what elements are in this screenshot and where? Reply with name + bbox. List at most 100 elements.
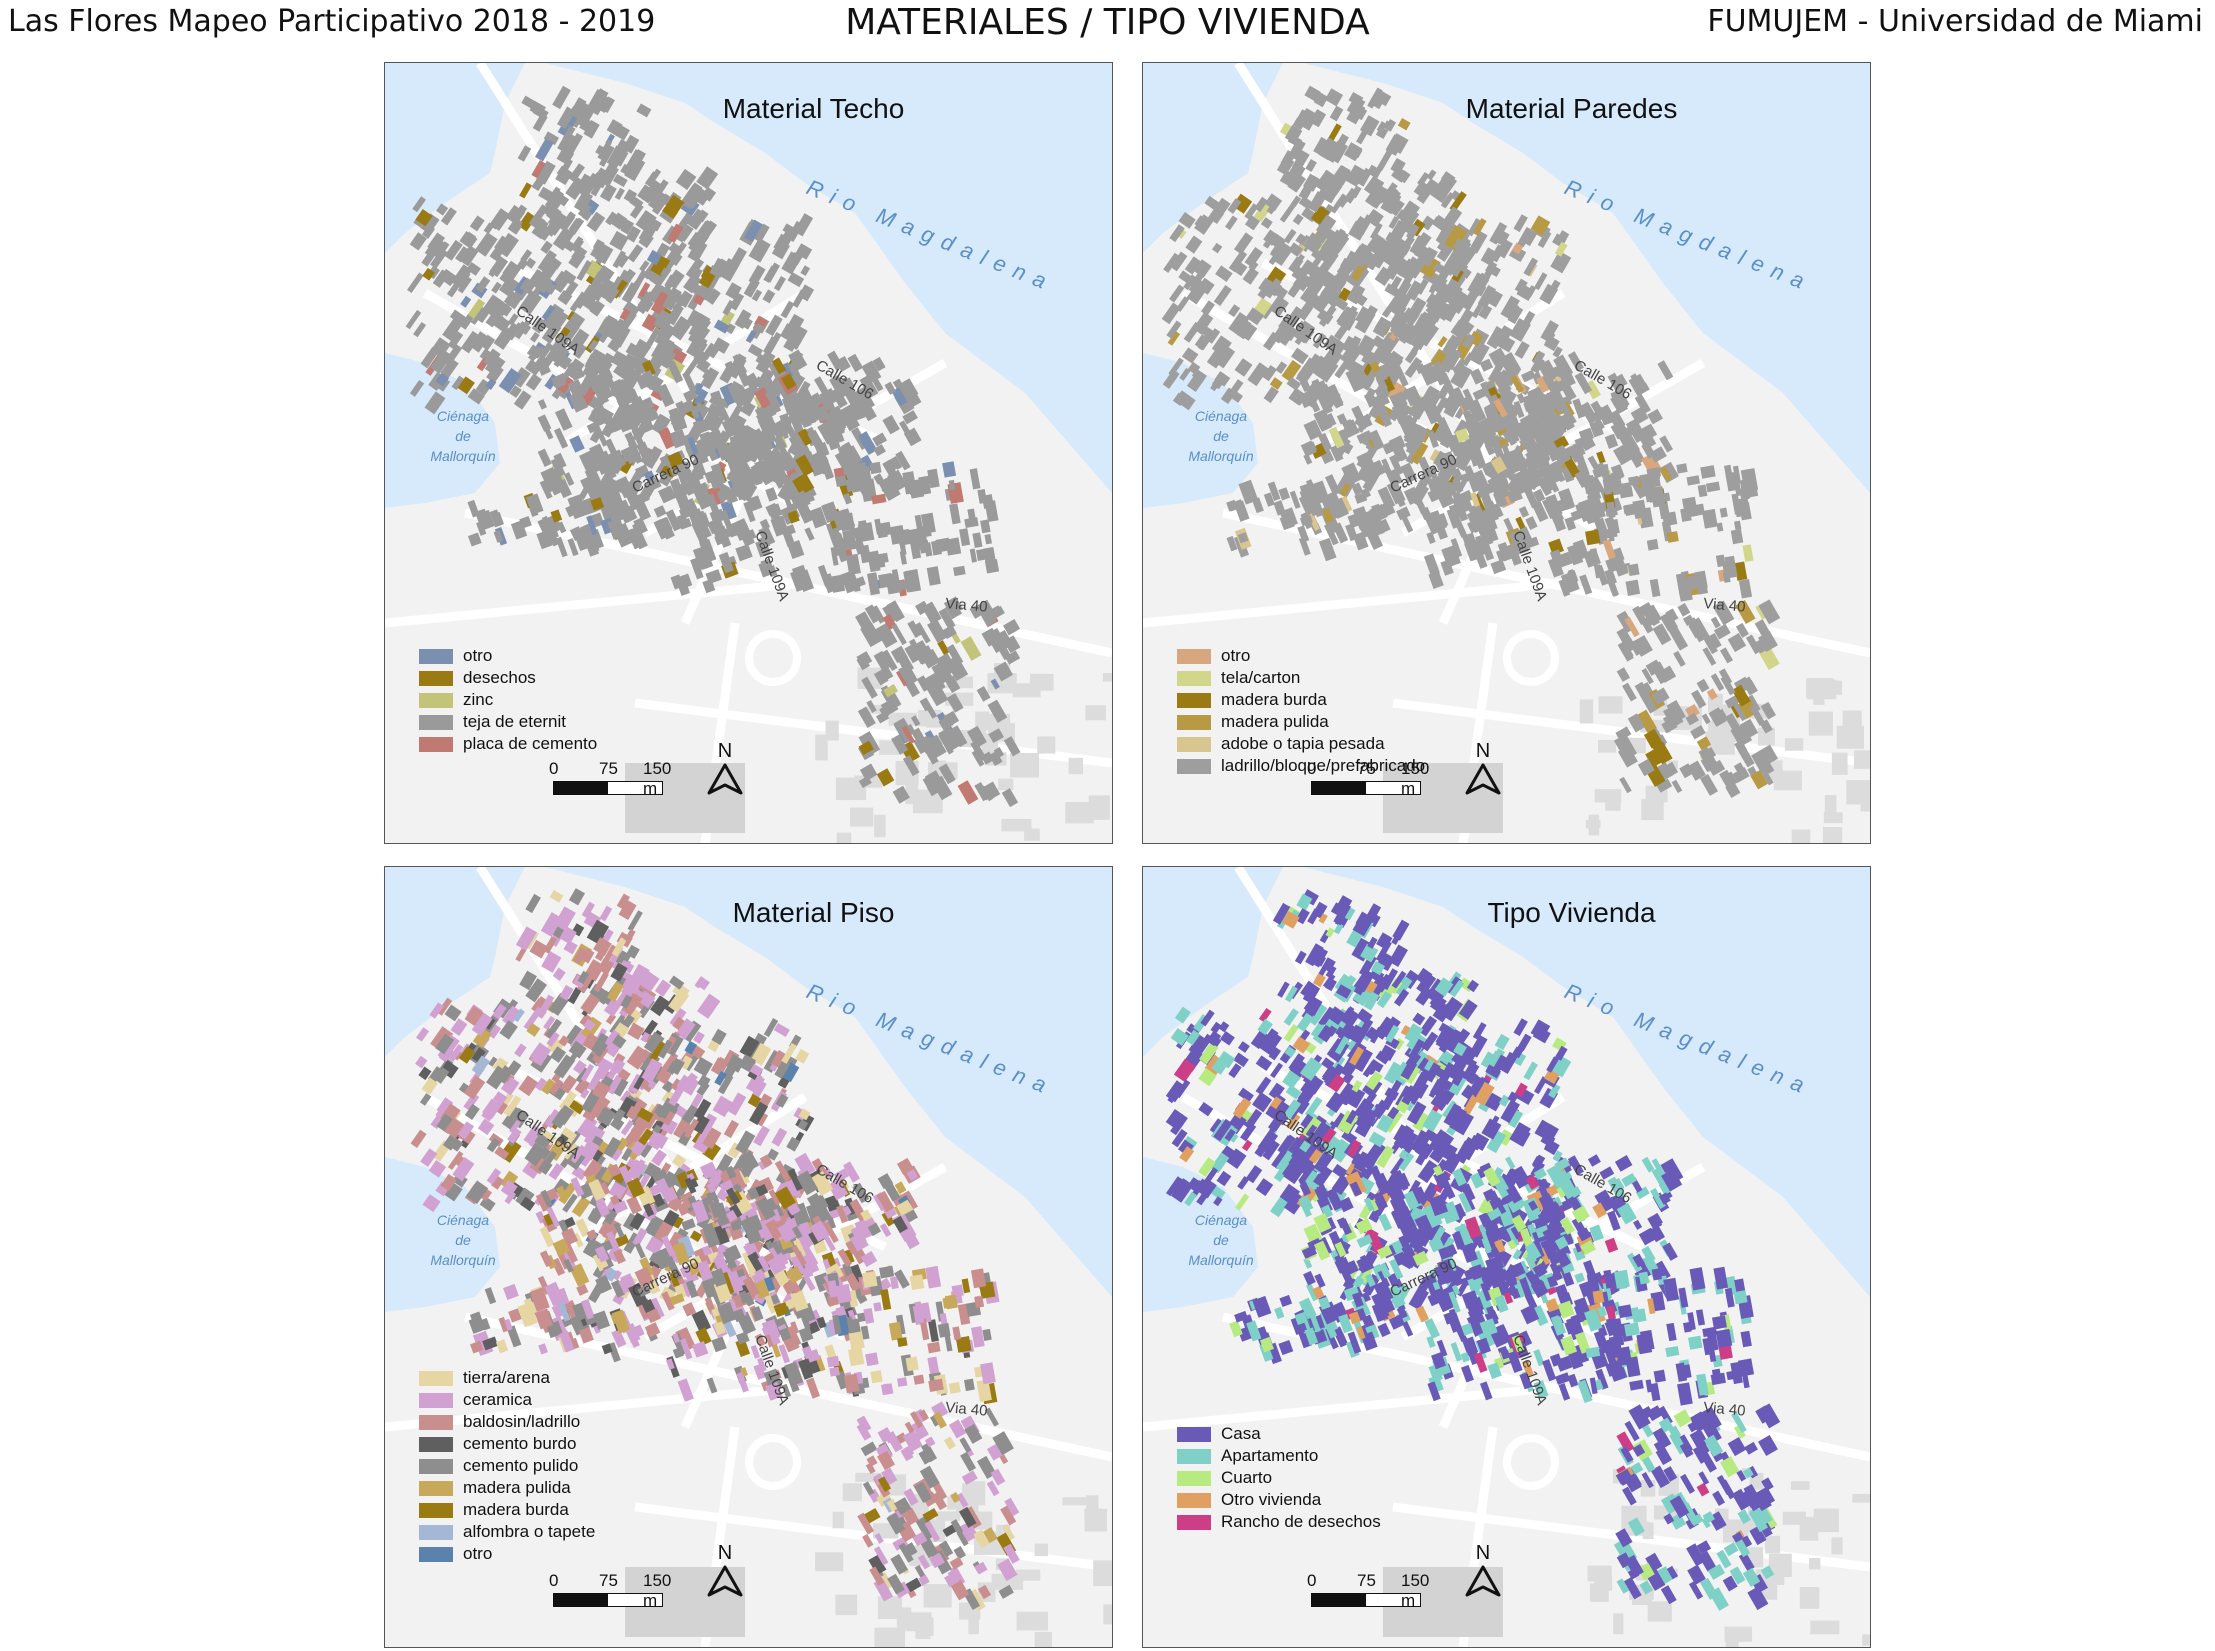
building-footprint: [1540, 1124, 1559, 1147]
building-footprint: [1579, 574, 1593, 595]
building-footprint: [574, 103, 596, 128]
building-footprint: [1283, 228, 1297, 244]
building-footprint: [1479, 422, 1494, 445]
building-footprint: [1452, 364, 1467, 383]
building-footprint: [1727, 633, 1747, 653]
building-footprint: [1438, 258, 1456, 281]
building-footprint: [687, 208, 707, 230]
building-footprint: [540, 912, 563, 937]
building-footprint: [654, 979, 672, 997]
background-building: [1065, 801, 1094, 824]
building-footprint: [1553, 435, 1570, 451]
background-building: [923, 1584, 952, 1608]
building-footprint: [535, 223, 553, 241]
building-footprint: [569, 1263, 590, 1287]
building-footprint: [1303, 419, 1323, 441]
building-footprint: [1232, 193, 1253, 214]
building-footprint: [1216, 1170, 1232, 1187]
building-footprint: [1637, 709, 1657, 734]
building-footprint: [568, 163, 585, 183]
building-footprint: [1167, 331, 1181, 346]
building-footprint: [415, 1055, 428, 1069]
legend-label: madera burda: [1221, 690, 1327, 709]
building-footprint: [1394, 239, 1412, 256]
building-footprint: [1303, 453, 1313, 465]
building-footprint: [624, 928, 636, 943]
building-footprint: [751, 470, 763, 486]
scale-tick-label: 0: [1307, 759, 1317, 778]
building-footprint: [847, 1309, 857, 1321]
building-footprint: [1436, 416, 1454, 441]
building-footprint: [546, 1031, 560, 1047]
building-footprint: [610, 962, 628, 982]
building-footprint: [517, 211, 537, 232]
building-footprint: [1365, 469, 1376, 484]
building-footprint: [1376, 341, 1395, 365]
building-footprint: [1423, 553, 1440, 576]
building-footprint: [1234, 358, 1253, 377]
building-footprint: [489, 242, 507, 262]
building-footprint: [1590, 497, 1600, 520]
building-footprint: [891, 734, 909, 755]
building-footprint: [422, 1194, 441, 1213]
building-footprint: [878, 666, 894, 682]
building-footprint: [1443, 399, 1461, 418]
building-footprint: [828, 405, 850, 430]
building-footprint: [571, 1165, 588, 1181]
building-footprint: [718, 486, 729, 501]
building-footprint: [714, 397, 729, 421]
building-footprint: [832, 1314, 842, 1335]
building-footprint: [738, 1150, 760, 1173]
building-footprint: [669, 1293, 685, 1306]
building-footprint: [562, 125, 576, 142]
building-footprint: [1382, 120, 1394, 132]
building-footprint: [1547, 557, 1564, 578]
background-building: [1613, 1613, 1624, 1635]
building-footprint: [1397, 118, 1411, 131]
building-footprint: [507, 322, 523, 341]
building-footprint: [1254, 196, 1269, 213]
building-footprint: [796, 1170, 819, 1196]
building-footprint: [919, 697, 933, 712]
building-footprint: [622, 1014, 635, 1028]
building-footprint: [703, 1227, 721, 1248]
background-building: [1383, 763, 1503, 833]
building-footprint: [1238, 1087, 1254, 1103]
building-footprint: [680, 1075, 700, 1096]
building-footprint: [1441, 1151, 1462, 1175]
building-footprint: [759, 518, 771, 531]
building-footprint: [1283, 1008, 1299, 1026]
building-footprint: [1562, 455, 1581, 478]
building-footprint: [410, 1129, 427, 1148]
building-footprint: [1626, 448, 1642, 469]
building-footprint: [753, 1278, 770, 1300]
background-building: [1846, 780, 1870, 805]
building-footprint: [883, 1180, 901, 1202]
building-footprint: [896, 1157, 914, 1175]
legend-item: madera burda: [1177, 689, 1425, 711]
building-footprint: [1321, 187, 1338, 204]
building-footprint: [613, 382, 633, 407]
building-footprint: [1296, 1012, 1314, 1032]
building-footprint: [557, 1133, 569, 1145]
building-footprint: [1385, 231, 1400, 246]
building-footprint: [727, 468, 745, 488]
building-footprint: [1576, 462, 1591, 480]
building-footprint: [554, 408, 573, 431]
building-footprint: [1521, 369, 1536, 383]
background-building: [946, 676, 974, 689]
building-footprint: [687, 508, 705, 526]
building-footprint: [676, 229, 688, 243]
building-footprint: [892, 1215, 908, 1234]
building-footprint: [447, 331, 464, 350]
building-footprint: [1332, 133, 1349, 155]
building-footprint: [1283, 1161, 1305, 1185]
background-building: [1790, 1481, 1810, 1490]
building-footprint: [755, 1184, 769, 1197]
building-footprint: [543, 1015, 556, 1031]
building-footprint: [863, 1307, 875, 1324]
building-footprint: [506, 1060, 522, 1077]
building-footprint: [486, 1168, 502, 1185]
building-footprint: [1265, 1105, 1279, 1119]
building-footprint: [685, 445, 699, 460]
